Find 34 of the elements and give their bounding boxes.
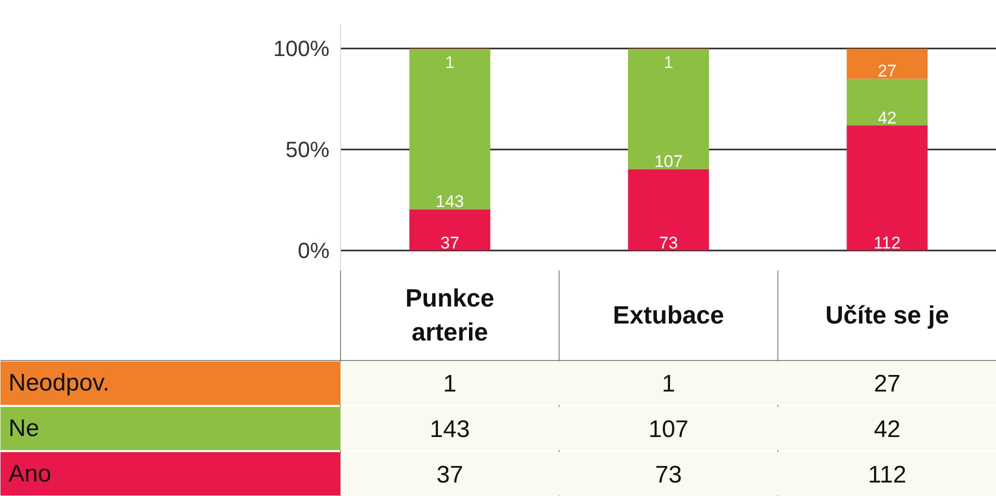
x-tick-label: Punkce arterie: [405, 284, 494, 346]
bar: [409, 50, 490, 210]
text: 112: [868, 461, 906, 488]
bar: [628, 50, 709, 170]
text: 107: [648, 416, 689, 443]
text: 1: [443, 370, 457, 398]
bar: [628, 169, 709, 250]
text: Ne: [8, 415, 40, 442]
x-tick-label: Extubace: [612, 302, 724, 330]
text: Ano: [8, 460, 52, 488]
bar: [846, 48, 928, 79]
text: 143: [430, 416, 470, 443]
y-tick-label: 50%: [285, 137, 330, 162]
text: 1: [662, 370, 676, 398]
text: 27: [874, 370, 901, 398]
text: Neodpov.: [8, 370, 110, 397]
annotation: 37: [440, 233, 460, 252]
y-tick-label: 0%: [298, 238, 330, 263]
bar: [846, 78, 928, 126]
annotation: 107: [654, 152, 683, 172]
x-tick-label: Učíte se je: [825, 302, 950, 330]
bar: [846, 126, 928, 250]
text: 73: [655, 461, 682, 488]
annotation: 42: [878, 108, 897, 128]
annotation: 112: [874, 233, 901, 252]
annotation: 1: [445, 52, 455, 72]
y-tick-label: 100%: [273, 36, 330, 62]
annotation: 27: [878, 62, 897, 81]
annotation: 1: [664, 52, 674, 72]
annotation: 73: [659, 233, 678, 252]
text: 42: [874, 416, 901, 443]
text: 37: [436, 461, 464, 488]
bar: [409, 209, 490, 250]
annotation: 143: [436, 192, 464, 212]
